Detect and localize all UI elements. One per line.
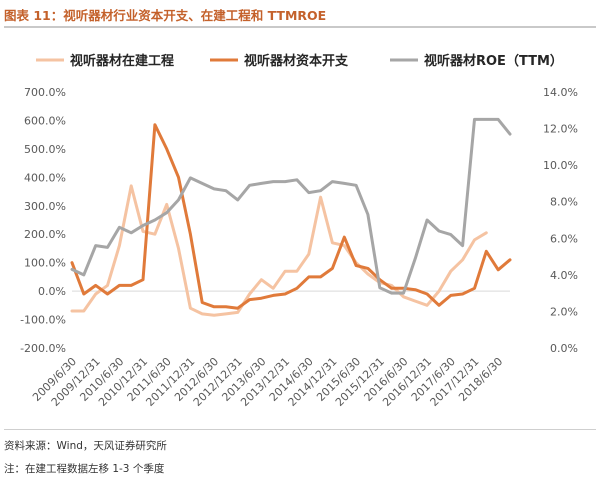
- series-layer: [70, 117, 512, 317]
- series-line-0: [70, 184, 488, 317]
- y-right-tick-label: 2.0%: [550, 305, 578, 318]
- y-right-tick-label: 14.0%: [543, 86, 578, 99]
- footnote: 注：在建工程数据左移 1-3 个季度: [4, 463, 165, 475]
- y-right-tick-label: 6.0%: [550, 232, 578, 245]
- series-line-1: [70, 123, 512, 310]
- y-left-tick-label: 0.0%: [38, 285, 66, 298]
- y-right-tick-label: 10.0%: [543, 159, 578, 172]
- y-left-tick-label: 500.0%: [24, 143, 66, 156]
- legend-label-2: 视听器材ROE（TTM）: [424, 53, 563, 69]
- y-left-tick-label: 300.0%: [24, 200, 66, 213]
- y-left-tick-label: -200.0%: [20, 342, 66, 355]
- y-left-tick-label: 400.0%: [24, 171, 66, 184]
- y-left-tick-label: 700.0%: [24, 86, 66, 99]
- y-right-tick-label: 12.0%: [543, 123, 578, 136]
- y-left-tick-label: 100.0%: [24, 257, 66, 270]
- y-right-tick-label: 4.0%: [550, 269, 578, 282]
- series-line-2: [70, 117, 512, 295]
- footer-divider: [4, 429, 596, 430]
- title-divider: [4, 26, 596, 28]
- y-left-tick-label: 200.0%: [24, 228, 66, 241]
- y-right-tick-label: 0.0%: [550, 342, 578, 355]
- chart-canvas: 视听器材在建工程 视听器材资本开支 视听器材ROE（TTM） 700.0% 600.0…: [20, 53, 578, 409]
- legend-label-1: 视听器材资本开支: [244, 53, 349, 69]
- chart-title: 图表 11：视听器材行业资本开支、在建工程和 TTMROE: [4, 8, 327, 23]
- y-left-tick-label: -100.0%: [20, 314, 66, 327]
- legend-label-0: 视听器材在建工程: [70, 53, 174, 69]
- y-left-tick-label: 600.0%: [24, 114, 66, 127]
- source-note: 资料来源：Wind，天风证券研究所: [4, 440, 167, 452]
- chart-legend: 视听器材在建工程 视听器材资本开支 视听器材ROE（TTM）: [36, 53, 563, 69]
- title-bar: 图表 11：视听器材行业资本开支、在建工程和 TTMROE: [4, 2, 596, 28]
- y-right-tick-label: 8.0%: [550, 196, 578, 209]
